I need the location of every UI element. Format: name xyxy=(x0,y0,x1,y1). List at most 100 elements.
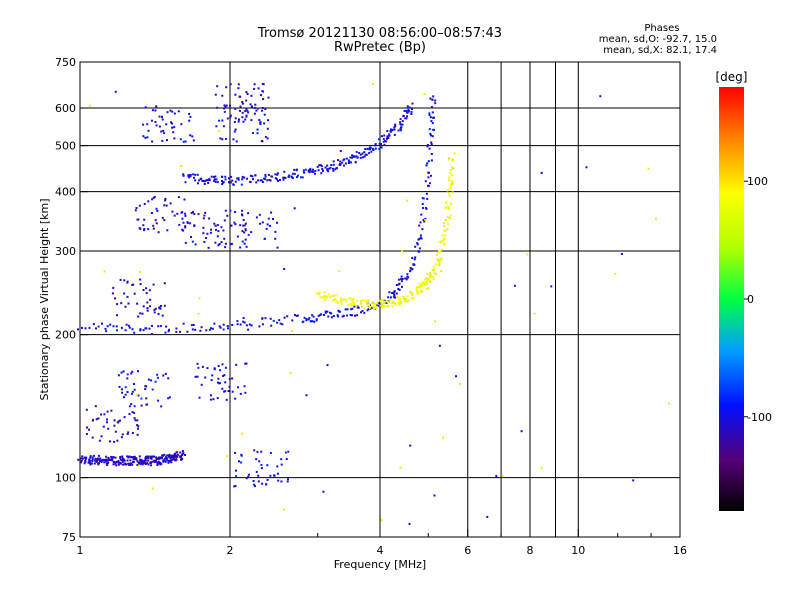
cluster-point xyxy=(152,227,155,230)
trace-point xyxy=(105,460,108,463)
cluster-point xyxy=(176,212,179,215)
trace-point xyxy=(321,296,324,299)
trace-point xyxy=(215,178,218,181)
trace-point xyxy=(424,217,427,220)
trace-point xyxy=(437,260,440,263)
trace-point xyxy=(352,298,355,301)
trace-point xyxy=(178,455,181,458)
cluster-point xyxy=(144,106,147,109)
trace-point xyxy=(262,323,264,326)
trace-point xyxy=(324,311,327,314)
trace-point xyxy=(418,282,421,285)
trace-point xyxy=(116,460,118,463)
trace-point xyxy=(399,118,402,121)
trace-point xyxy=(153,460,156,463)
trace-point xyxy=(116,329,118,332)
trace-point xyxy=(228,181,231,184)
cluster-point xyxy=(165,204,168,207)
cluster-point xyxy=(267,119,269,122)
cluster-point xyxy=(267,217,270,220)
cluster-point xyxy=(133,411,136,414)
cluster-point xyxy=(280,463,283,466)
trace-point xyxy=(168,456,171,459)
trace-point xyxy=(293,172,296,175)
trace-point xyxy=(416,286,418,289)
cluster-point xyxy=(245,114,248,117)
trace-point xyxy=(372,306,375,309)
trace-point xyxy=(112,325,115,328)
cluster-point xyxy=(126,295,129,298)
cluster-point xyxy=(239,224,242,227)
trace-point xyxy=(315,292,318,295)
cluster-point xyxy=(241,230,244,233)
cluster-point xyxy=(140,404,143,407)
cluster-point xyxy=(238,460,240,463)
cluster-point xyxy=(234,211,237,213)
trace-point xyxy=(105,455,108,458)
y-tick-label: 300 xyxy=(55,245,76,258)
trace-point xyxy=(101,322,103,325)
cluster-point xyxy=(263,113,266,116)
trace-point xyxy=(376,301,379,304)
cluster-point xyxy=(130,403,133,406)
trace-point xyxy=(404,299,407,302)
trace-point xyxy=(211,327,214,330)
cluster-point xyxy=(134,419,137,422)
trace-point xyxy=(347,304,350,307)
trace-point xyxy=(450,169,453,171)
cluster-point xyxy=(181,228,184,231)
cluster-point xyxy=(273,474,276,477)
cluster-point xyxy=(259,121,262,124)
cluster-point xyxy=(216,106,219,109)
trace-point xyxy=(410,110,413,113)
noise-point xyxy=(440,270,443,273)
trace-point xyxy=(89,455,92,458)
trace-point xyxy=(150,333,153,335)
cluster-point xyxy=(147,228,150,231)
cluster-point xyxy=(223,237,226,240)
trace-point xyxy=(221,180,223,182)
trace-point xyxy=(174,458,177,461)
trace-point xyxy=(374,147,377,150)
trace-point xyxy=(349,302,352,305)
cluster-point xyxy=(169,202,172,205)
cluster-point xyxy=(245,99,248,102)
cluster-point xyxy=(286,480,289,483)
cluster-point xyxy=(225,398,228,401)
cluster-point xyxy=(214,241,217,244)
trace-point xyxy=(356,156,359,159)
trace-point xyxy=(334,298,337,301)
cluster-point xyxy=(114,430,117,433)
cluster-point xyxy=(191,240,194,243)
cluster-point xyxy=(182,140,185,143)
cluster-point xyxy=(196,375,199,378)
trace-point xyxy=(133,455,136,458)
cluster-point xyxy=(244,362,247,365)
trace-point xyxy=(444,206,447,209)
trace-point xyxy=(393,133,396,136)
cluster-point xyxy=(149,305,151,308)
cluster-point xyxy=(137,315,140,318)
cluster-point xyxy=(241,102,244,105)
trace-point xyxy=(212,175,215,178)
trace-point xyxy=(320,313,323,316)
noise-point xyxy=(197,312,200,315)
trace-point xyxy=(338,310,340,313)
trace-point xyxy=(420,285,422,288)
trace-point xyxy=(316,165,319,168)
trace-point xyxy=(313,320,316,323)
trace-point xyxy=(139,459,142,462)
cluster-point xyxy=(274,230,277,233)
trace-point xyxy=(346,314,349,317)
cluster-point xyxy=(184,140,187,143)
cluster-point xyxy=(221,387,224,390)
cluster-point xyxy=(95,418,98,421)
cluster-point xyxy=(260,464,263,466)
cluster-point xyxy=(144,388,147,390)
trace-point xyxy=(297,174,299,177)
trace-point xyxy=(176,453,179,456)
trace-point xyxy=(205,179,208,182)
cluster-point xyxy=(239,109,241,112)
trace-point xyxy=(360,303,363,305)
